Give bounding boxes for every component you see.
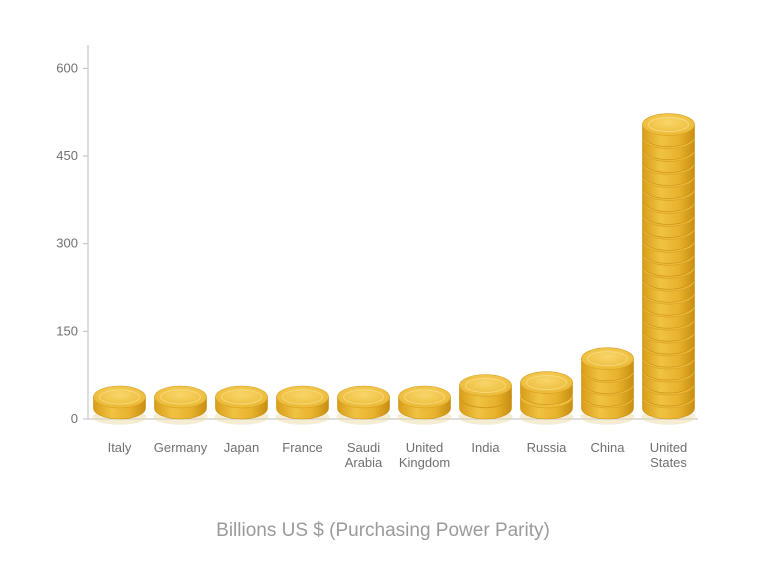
coin-stack-bar xyxy=(641,113,696,425)
y-tick-label: 150 xyxy=(56,323,78,338)
x-tick-label: China xyxy=(591,440,626,455)
coin-stacks xyxy=(92,113,696,425)
coin-stack-bar xyxy=(275,385,330,425)
x-tick-label: Italy xyxy=(108,440,132,455)
y-ticks: 0 150 300 450 600 xyxy=(56,60,88,426)
y-tick-label: 600 xyxy=(56,60,78,75)
x-tick-label: United States xyxy=(650,440,688,470)
coin-stack-bar xyxy=(580,347,635,425)
coin-stack-bar xyxy=(458,374,513,425)
x-tick-label: Saudi Arabia xyxy=(345,440,383,470)
coin-stack-bar xyxy=(214,385,269,425)
coin-stack-bar xyxy=(519,371,574,425)
x-tick-label: France xyxy=(282,440,322,455)
coin-stack-bar xyxy=(92,385,147,425)
x-tick-label: Germany xyxy=(154,440,208,455)
x-tick-label: Japan xyxy=(224,440,259,455)
y-tick-label: 300 xyxy=(56,236,78,251)
x-tick-label: United Kingdom xyxy=(399,440,450,470)
x-tick-labels: Italy Germany Japan France Saudi Arabia United… xyxy=(108,440,688,470)
x-tick-label: India xyxy=(471,440,500,455)
y-tick-label: 450 xyxy=(56,148,78,163)
chart-title: Billions US $ (Purchasing Power Parity) xyxy=(216,520,550,541)
x-tick-label: Russia xyxy=(527,440,568,455)
coin-stack-bar xyxy=(397,385,452,425)
y-tick-label: 0 xyxy=(71,411,78,426)
coin-stack-bar xyxy=(153,385,208,425)
coin-stack-bar xyxy=(336,385,391,425)
